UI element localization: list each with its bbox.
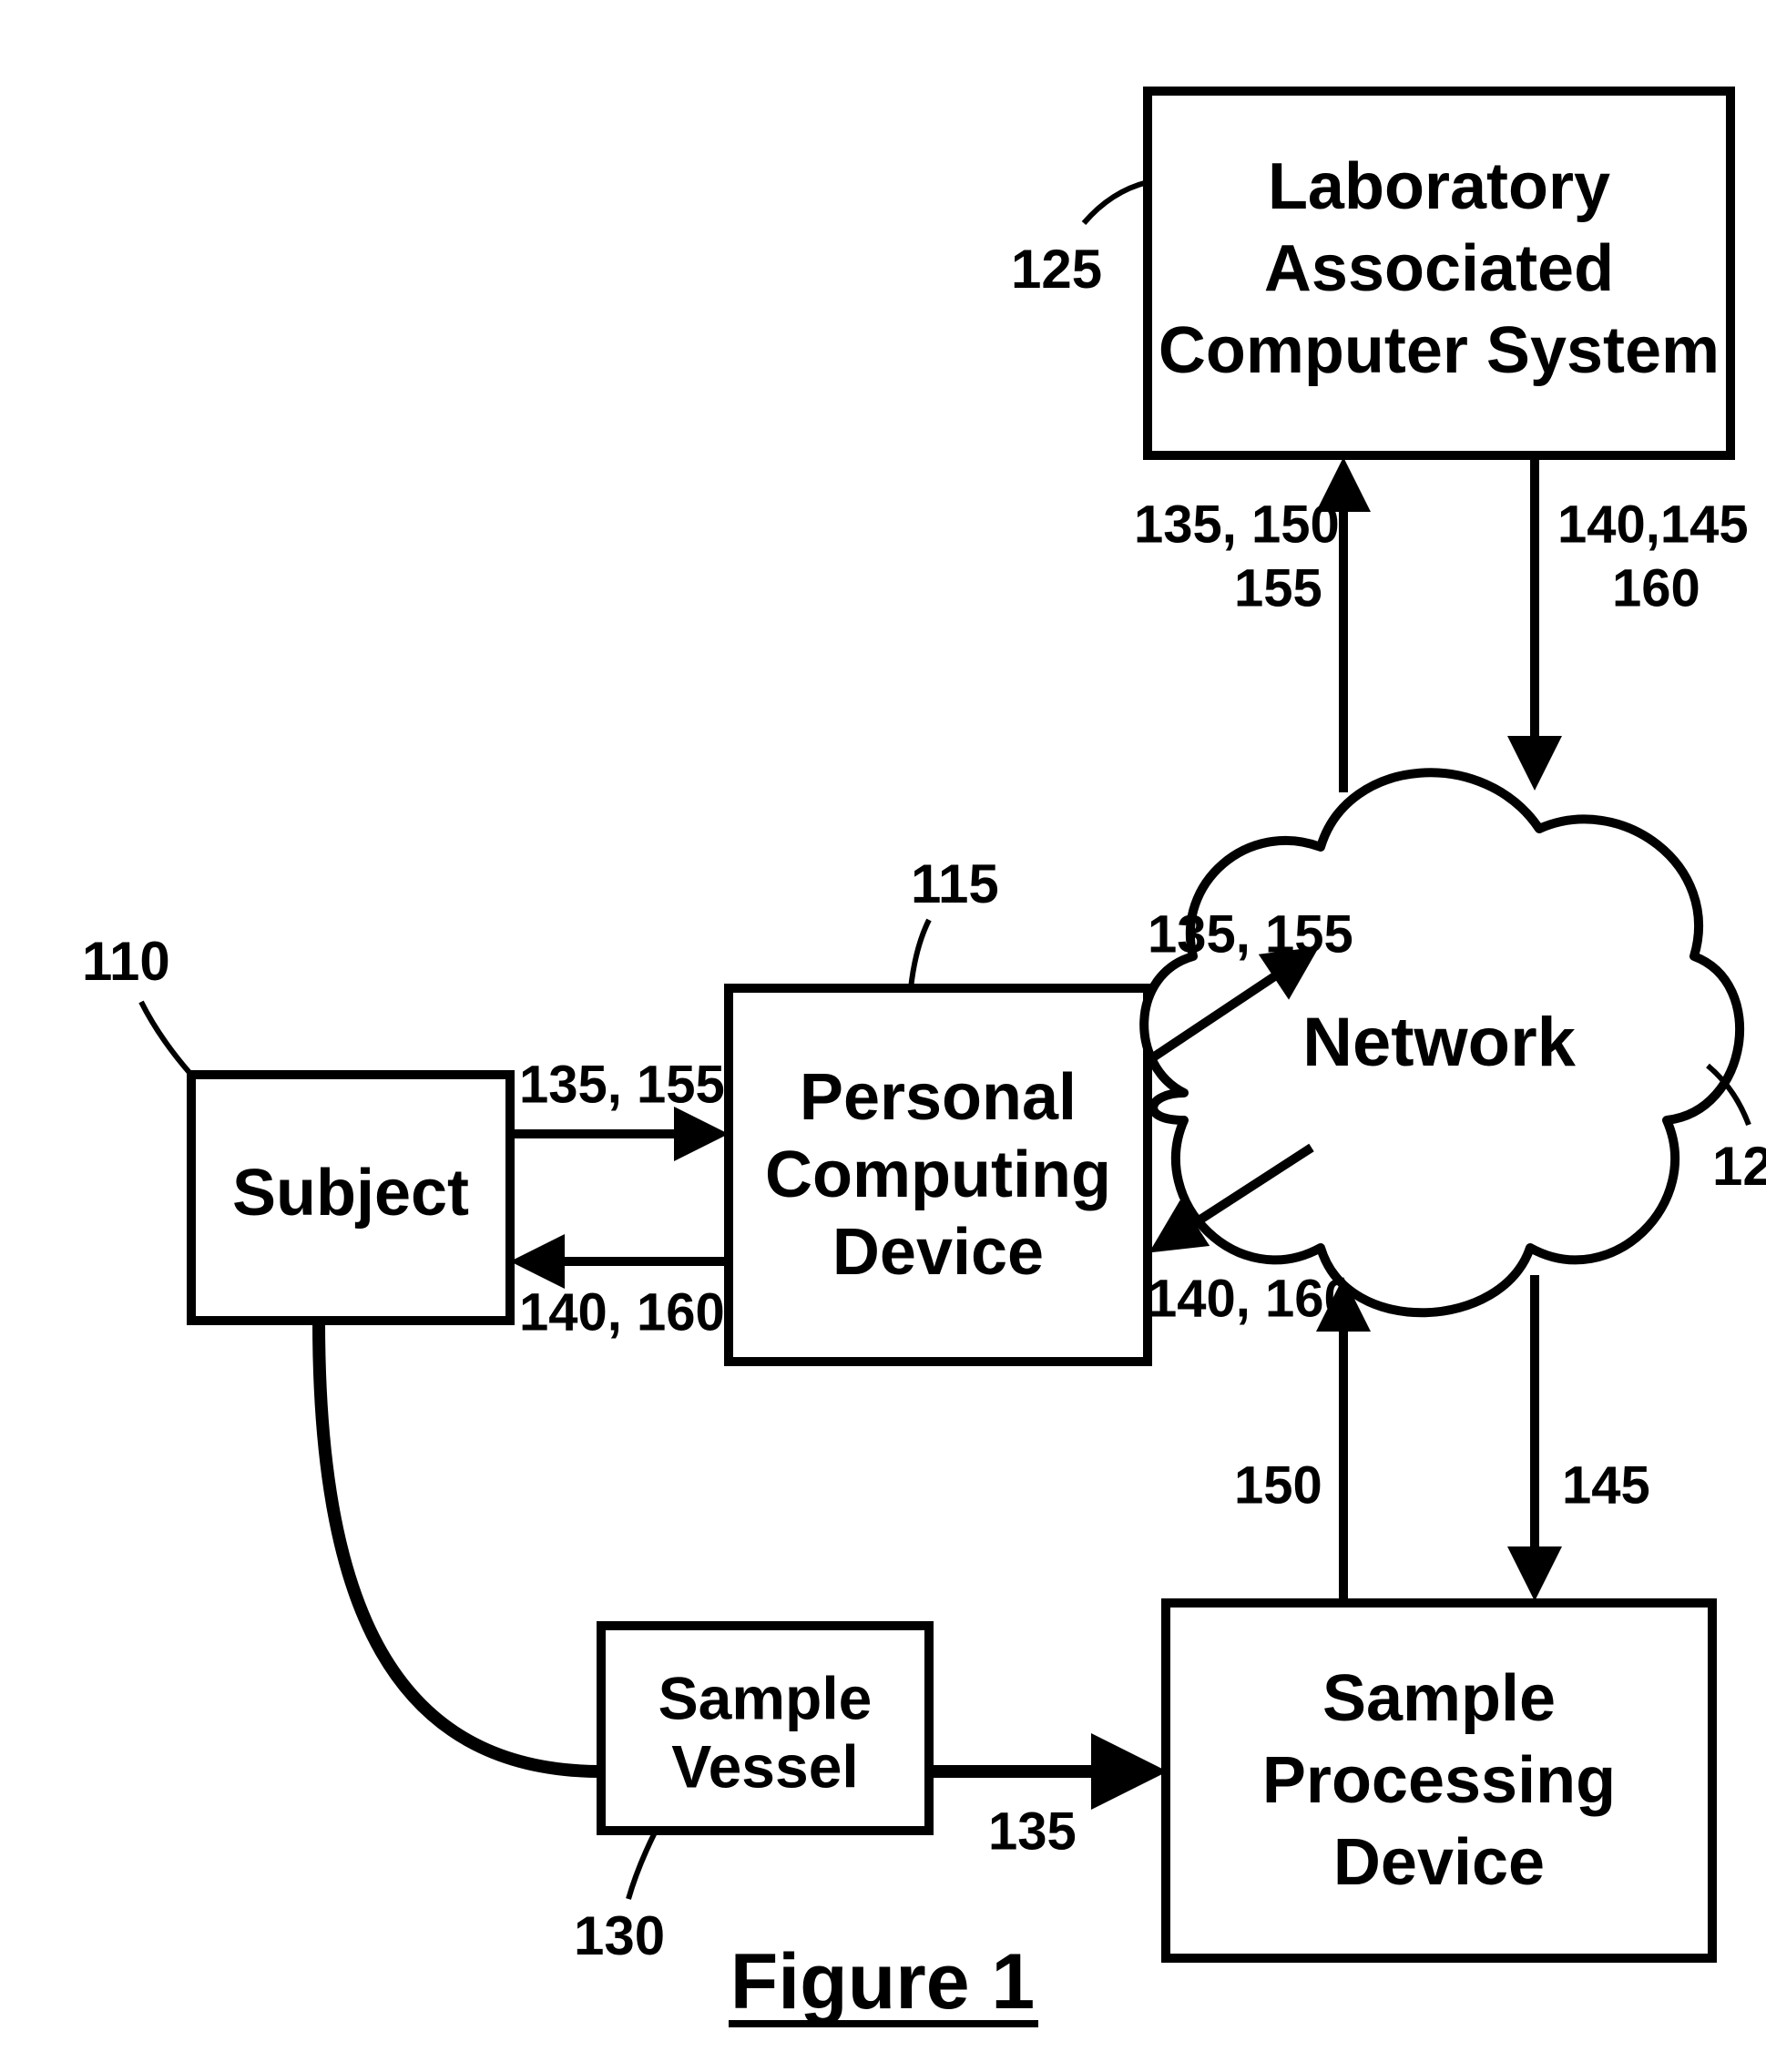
- leader-lab: [1084, 182, 1148, 223]
- pcd-label-2: Device: [832, 1216, 1044, 1289]
- label-vessel-spd: 135: [988, 1802, 1077, 1861]
- arrow-net-spd-right: 145: [1535, 1275, 1650, 1592]
- spd-label-2: Device: [1333, 1826, 1545, 1899]
- subject-label: Subject: [232, 1157, 469, 1230]
- label-subj-pcd-bot: 140, 160: [519, 1282, 725, 1342]
- node-subject: Subject 110: [82, 931, 510, 1321]
- label-net-lab-right-1: 160: [1612, 558, 1700, 618]
- diagram-svg: Subject 110 Personal Computing Device 11…: [0, 0, 1766, 2072]
- node-network: Network 120: [1144, 772, 1766, 1312]
- arrow-net-spd-left: 150: [1234, 1286, 1343, 1603]
- vessel-label-0: Sample: [658, 1664, 873, 1731]
- node-pcd: Personal Computing Device 115: [729, 853, 1148, 1362]
- spd-label-0: Sample: [1322, 1662, 1556, 1735]
- label-net-lab-left-0: 135, 150: [1134, 495, 1340, 554]
- figure-title: Figure 1: [729, 1938, 1038, 2026]
- node-lab: Laboratory Associated Computer System 12…: [1011, 91, 1730, 455]
- node-vessel: Sample Vessel 130: [574, 1626, 929, 1966]
- pcd-label-0: Personal: [800, 1061, 1077, 1134]
- node-spd: Sample Processing Device: [1166, 1603, 1712, 1958]
- arrow-subject-pcd-top: 135, 155: [510, 1055, 725, 1134]
- vessel-label-1: Vessel: [671, 1732, 859, 1800]
- ref-network: 120: [1712, 1136, 1766, 1197]
- ref-lab: 125: [1011, 239, 1102, 300]
- figure-title-text: Figure 1: [730, 1938, 1036, 2026]
- arrow-vessel-spd: 135: [929, 1771, 1155, 1861]
- lab-label-1: Associated: [1264, 232, 1614, 305]
- label-net-spd-right: 145: [1562, 1455, 1650, 1515]
- lab-label-2: Computer System: [1159, 314, 1720, 387]
- pcd-label-1: Computing: [765, 1138, 1111, 1211]
- arrow-net-lab-right: 140,145 160: [1535, 455, 1749, 781]
- spd-label-1: Processing: [1262, 1744, 1616, 1817]
- network-label: Network: [1302, 1004, 1577, 1081]
- ref-pcd: 115: [911, 853, 999, 914]
- label-net-lab-right-0: 140,145: [1557, 495, 1749, 554]
- label-pcd-net-bot: 140, 160: [1148, 1269, 1353, 1328]
- arrow-net-lab-left: 135, 150 155: [1134, 466, 1343, 792]
- arrow-subject-pcd-bot: 140, 160: [519, 1261, 729, 1342]
- label-subj-pcd-top: 135, 155: [519, 1055, 725, 1114]
- diagram-page: Subject 110 Personal Computing Device 11…: [0, 0, 1766, 2072]
- label-pcd-net-top: 135, 155: [1148, 904, 1353, 964]
- label-net-lab-left-1: 155: [1234, 558, 1322, 618]
- leader-subject: [141, 1002, 191, 1075]
- ref-subject: 110: [82, 931, 170, 992]
- label-net-spd-left: 150: [1234, 1455, 1322, 1515]
- ref-vessel: 130: [574, 1905, 665, 1966]
- leader-pcd: [911, 920, 929, 988]
- leader-vessel: [628, 1831, 656, 1899]
- arrow-subject-vessel: [319, 1321, 601, 1771]
- lab-label-0: Laboratory: [1268, 150, 1610, 223]
